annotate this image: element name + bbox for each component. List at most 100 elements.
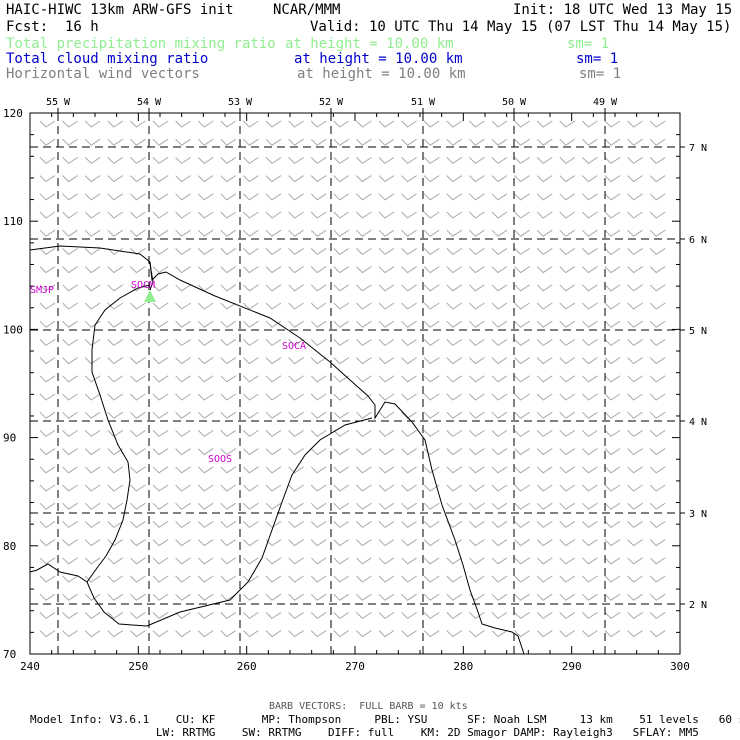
wind-barb xyxy=(310,393,327,401)
wind-barb xyxy=(446,502,463,510)
wind-barb xyxy=(84,484,101,492)
wind-barb xyxy=(265,429,282,438)
wind-barb xyxy=(356,375,372,383)
y-axis-label: 120 xyxy=(3,107,23,120)
wind-barb xyxy=(491,411,508,419)
wind-barb xyxy=(356,229,372,237)
field-smooth-precip: sm= 1 xyxy=(567,36,610,52)
wind-barb xyxy=(84,338,101,347)
wind-barb xyxy=(130,484,146,492)
wind-barb xyxy=(152,156,169,165)
wind-barb xyxy=(491,520,508,529)
wind-barb xyxy=(604,448,621,456)
wind-barb xyxy=(175,138,191,146)
wind-barb xyxy=(423,338,440,347)
wind-barb xyxy=(378,120,395,128)
wind-barb xyxy=(649,520,666,529)
wind-barb xyxy=(469,520,485,529)
wind-barb xyxy=(627,375,643,383)
wind-barb xyxy=(310,357,327,365)
wind-barb xyxy=(84,266,101,274)
wind-barb xyxy=(84,247,101,256)
wind-barb xyxy=(469,138,485,146)
wind-barb xyxy=(197,120,214,128)
wind-barb xyxy=(84,284,101,292)
wind-barb xyxy=(604,611,621,620)
wind-barb xyxy=(130,193,146,201)
wind-barb xyxy=(536,229,553,237)
wind-barb xyxy=(62,338,78,347)
wind-barb xyxy=(604,302,621,310)
wind-barb xyxy=(514,266,530,274)
wind-barb xyxy=(333,229,350,237)
wind-barb xyxy=(130,557,146,565)
wind-barb xyxy=(243,302,259,310)
wind-barb xyxy=(536,611,553,620)
wind-barb xyxy=(39,611,56,620)
wind-barb xyxy=(220,630,237,638)
wind-barb xyxy=(469,175,485,183)
wind-barb xyxy=(197,320,214,328)
y-axis-label: 90 xyxy=(3,432,16,445)
wind-barb xyxy=(446,630,463,638)
wind-barb xyxy=(446,302,463,310)
wind-barb xyxy=(39,320,56,328)
wind-barb xyxy=(559,284,576,292)
wind-barb xyxy=(152,593,169,601)
wind-barb xyxy=(265,211,282,219)
wind-barb xyxy=(152,630,169,638)
wind-barb xyxy=(333,502,350,510)
wind-barb xyxy=(627,630,643,638)
wind-barb xyxy=(559,120,576,128)
wind-barb xyxy=(152,448,169,456)
wind-barb xyxy=(39,393,56,401)
wind-barb xyxy=(175,375,191,383)
wind-barb xyxy=(197,520,214,529)
wind-barb xyxy=(559,338,576,347)
wind-barb xyxy=(514,302,530,310)
wind-barb xyxy=(491,138,508,146)
wind-barb xyxy=(39,302,56,310)
wind-barb xyxy=(39,247,56,256)
wind-barb xyxy=(604,557,621,565)
wind-barb xyxy=(333,266,350,274)
wind-barb xyxy=(627,229,643,237)
wind-barb xyxy=(265,466,282,474)
wind-barb xyxy=(401,593,417,601)
wind-barb xyxy=(401,120,417,128)
wind-barb xyxy=(84,193,101,201)
agency-label: NCAR/MMM xyxy=(273,2,341,18)
wind-barb xyxy=(378,411,395,419)
wind-barb xyxy=(288,193,304,201)
wind-barb xyxy=(130,175,146,183)
wind-barb xyxy=(197,429,214,438)
wind-barb xyxy=(378,247,395,256)
wind-barb xyxy=(627,502,643,510)
field-level-precip: at height = 10.00 km xyxy=(285,36,454,52)
wind-barb xyxy=(582,266,598,274)
wind-barb xyxy=(627,175,643,183)
wind-barb xyxy=(107,320,124,328)
wind-barb xyxy=(356,484,372,492)
wind-barb xyxy=(107,229,124,237)
wind-barb xyxy=(152,557,169,565)
wind-barb xyxy=(582,575,598,583)
longitude-label: 53 W xyxy=(228,97,253,108)
wind-barb xyxy=(130,611,146,620)
wind-barb xyxy=(84,229,101,237)
longitude-label: 55 W xyxy=(46,97,71,108)
wind-barb xyxy=(356,502,372,510)
wind-barb xyxy=(197,193,214,201)
wind-barb xyxy=(288,120,304,128)
wind-barb xyxy=(220,411,237,419)
wind-barb xyxy=(220,502,237,510)
model-info-line1: Model Info: V3.6.1 CU: KF MP: Thompson P… xyxy=(30,713,740,726)
wind-barb xyxy=(197,630,214,638)
wind-barb xyxy=(423,302,440,310)
wind-barb xyxy=(220,138,237,146)
wind-barb xyxy=(649,448,666,456)
wind-barb xyxy=(39,557,56,565)
wind-barb xyxy=(243,466,259,474)
wind-barb xyxy=(243,247,259,256)
wind-barb xyxy=(39,466,56,474)
